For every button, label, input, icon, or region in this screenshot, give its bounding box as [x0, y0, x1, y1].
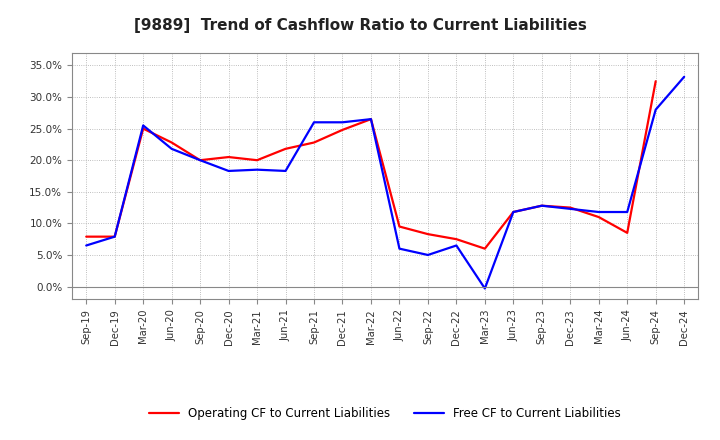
Free CF to Current Liabilities — [282, 169, 290, 174]
Free CF to Current Liabilities — [452, 243, 461, 248]
Free CF to Current Liabilities — [652, 107, 660, 112]
Operating CF to Current Liabilities — [652, 79, 660, 84]
Free CF to Current Liabilities — [680, 74, 688, 80]
Free CF to Current Liabilities — [423, 252, 432, 257]
Operating CF to Current Liabilities — [82, 234, 91, 239]
Free CF to Current Liabilities — [395, 246, 404, 251]
Legend: Operating CF to Current Liabilities, Free CF to Current Liabilities: Operating CF to Current Liabilities, Fre… — [145, 403, 626, 425]
Operating CF to Current Liabilities — [253, 158, 261, 163]
Free CF to Current Liabilities — [167, 146, 176, 151]
Line: Operating CF to Current Liabilities: Operating CF to Current Liabilities — [86, 81, 656, 249]
Operating CF to Current Liabilities — [623, 230, 631, 235]
Free CF to Current Liabilities — [225, 169, 233, 174]
Free CF to Current Liabilities — [310, 120, 318, 125]
Operating CF to Current Liabilities — [537, 203, 546, 208]
Operating CF to Current Liabilities — [338, 127, 347, 132]
Operating CF to Current Liabilities — [452, 237, 461, 242]
Free CF to Current Liabilities — [366, 117, 375, 122]
Free CF to Current Liabilities — [509, 209, 518, 215]
Free CF to Current Liabilities — [537, 203, 546, 208]
Free CF to Current Liabilities — [82, 243, 91, 248]
Free CF to Current Liabilities — [480, 286, 489, 291]
Free CF to Current Liabilities — [139, 123, 148, 128]
Free CF to Current Liabilities — [196, 158, 204, 163]
Operating CF to Current Liabilities — [310, 140, 318, 145]
Operating CF to Current Liabilities — [139, 126, 148, 131]
Operating CF to Current Liabilities — [196, 158, 204, 163]
Free CF to Current Liabilities — [595, 209, 603, 215]
Operating CF to Current Liabilities — [282, 146, 290, 151]
Operating CF to Current Liabilities — [167, 140, 176, 145]
Text: [9889]  Trend of Cashflow Ratio to Current Liabilities: [9889] Trend of Cashflow Ratio to Curren… — [134, 18, 586, 33]
Operating CF to Current Liabilities — [480, 246, 489, 251]
Operating CF to Current Liabilities — [395, 224, 404, 229]
Free CF to Current Liabilities — [253, 167, 261, 172]
Free CF to Current Liabilities — [338, 120, 347, 125]
Operating CF to Current Liabilities — [566, 205, 575, 210]
Free CF to Current Liabilities — [623, 209, 631, 215]
Operating CF to Current Liabilities — [423, 231, 432, 237]
Free CF to Current Liabilities — [566, 206, 575, 212]
Operating CF to Current Liabilities — [595, 214, 603, 220]
Line: Free CF to Current Liabilities: Free CF to Current Liabilities — [86, 77, 684, 289]
Free CF to Current Liabilities — [110, 234, 119, 239]
Operating CF to Current Liabilities — [366, 117, 375, 122]
Operating CF to Current Liabilities — [509, 209, 518, 215]
Operating CF to Current Liabilities — [225, 154, 233, 160]
Operating CF to Current Liabilities — [110, 234, 119, 239]
